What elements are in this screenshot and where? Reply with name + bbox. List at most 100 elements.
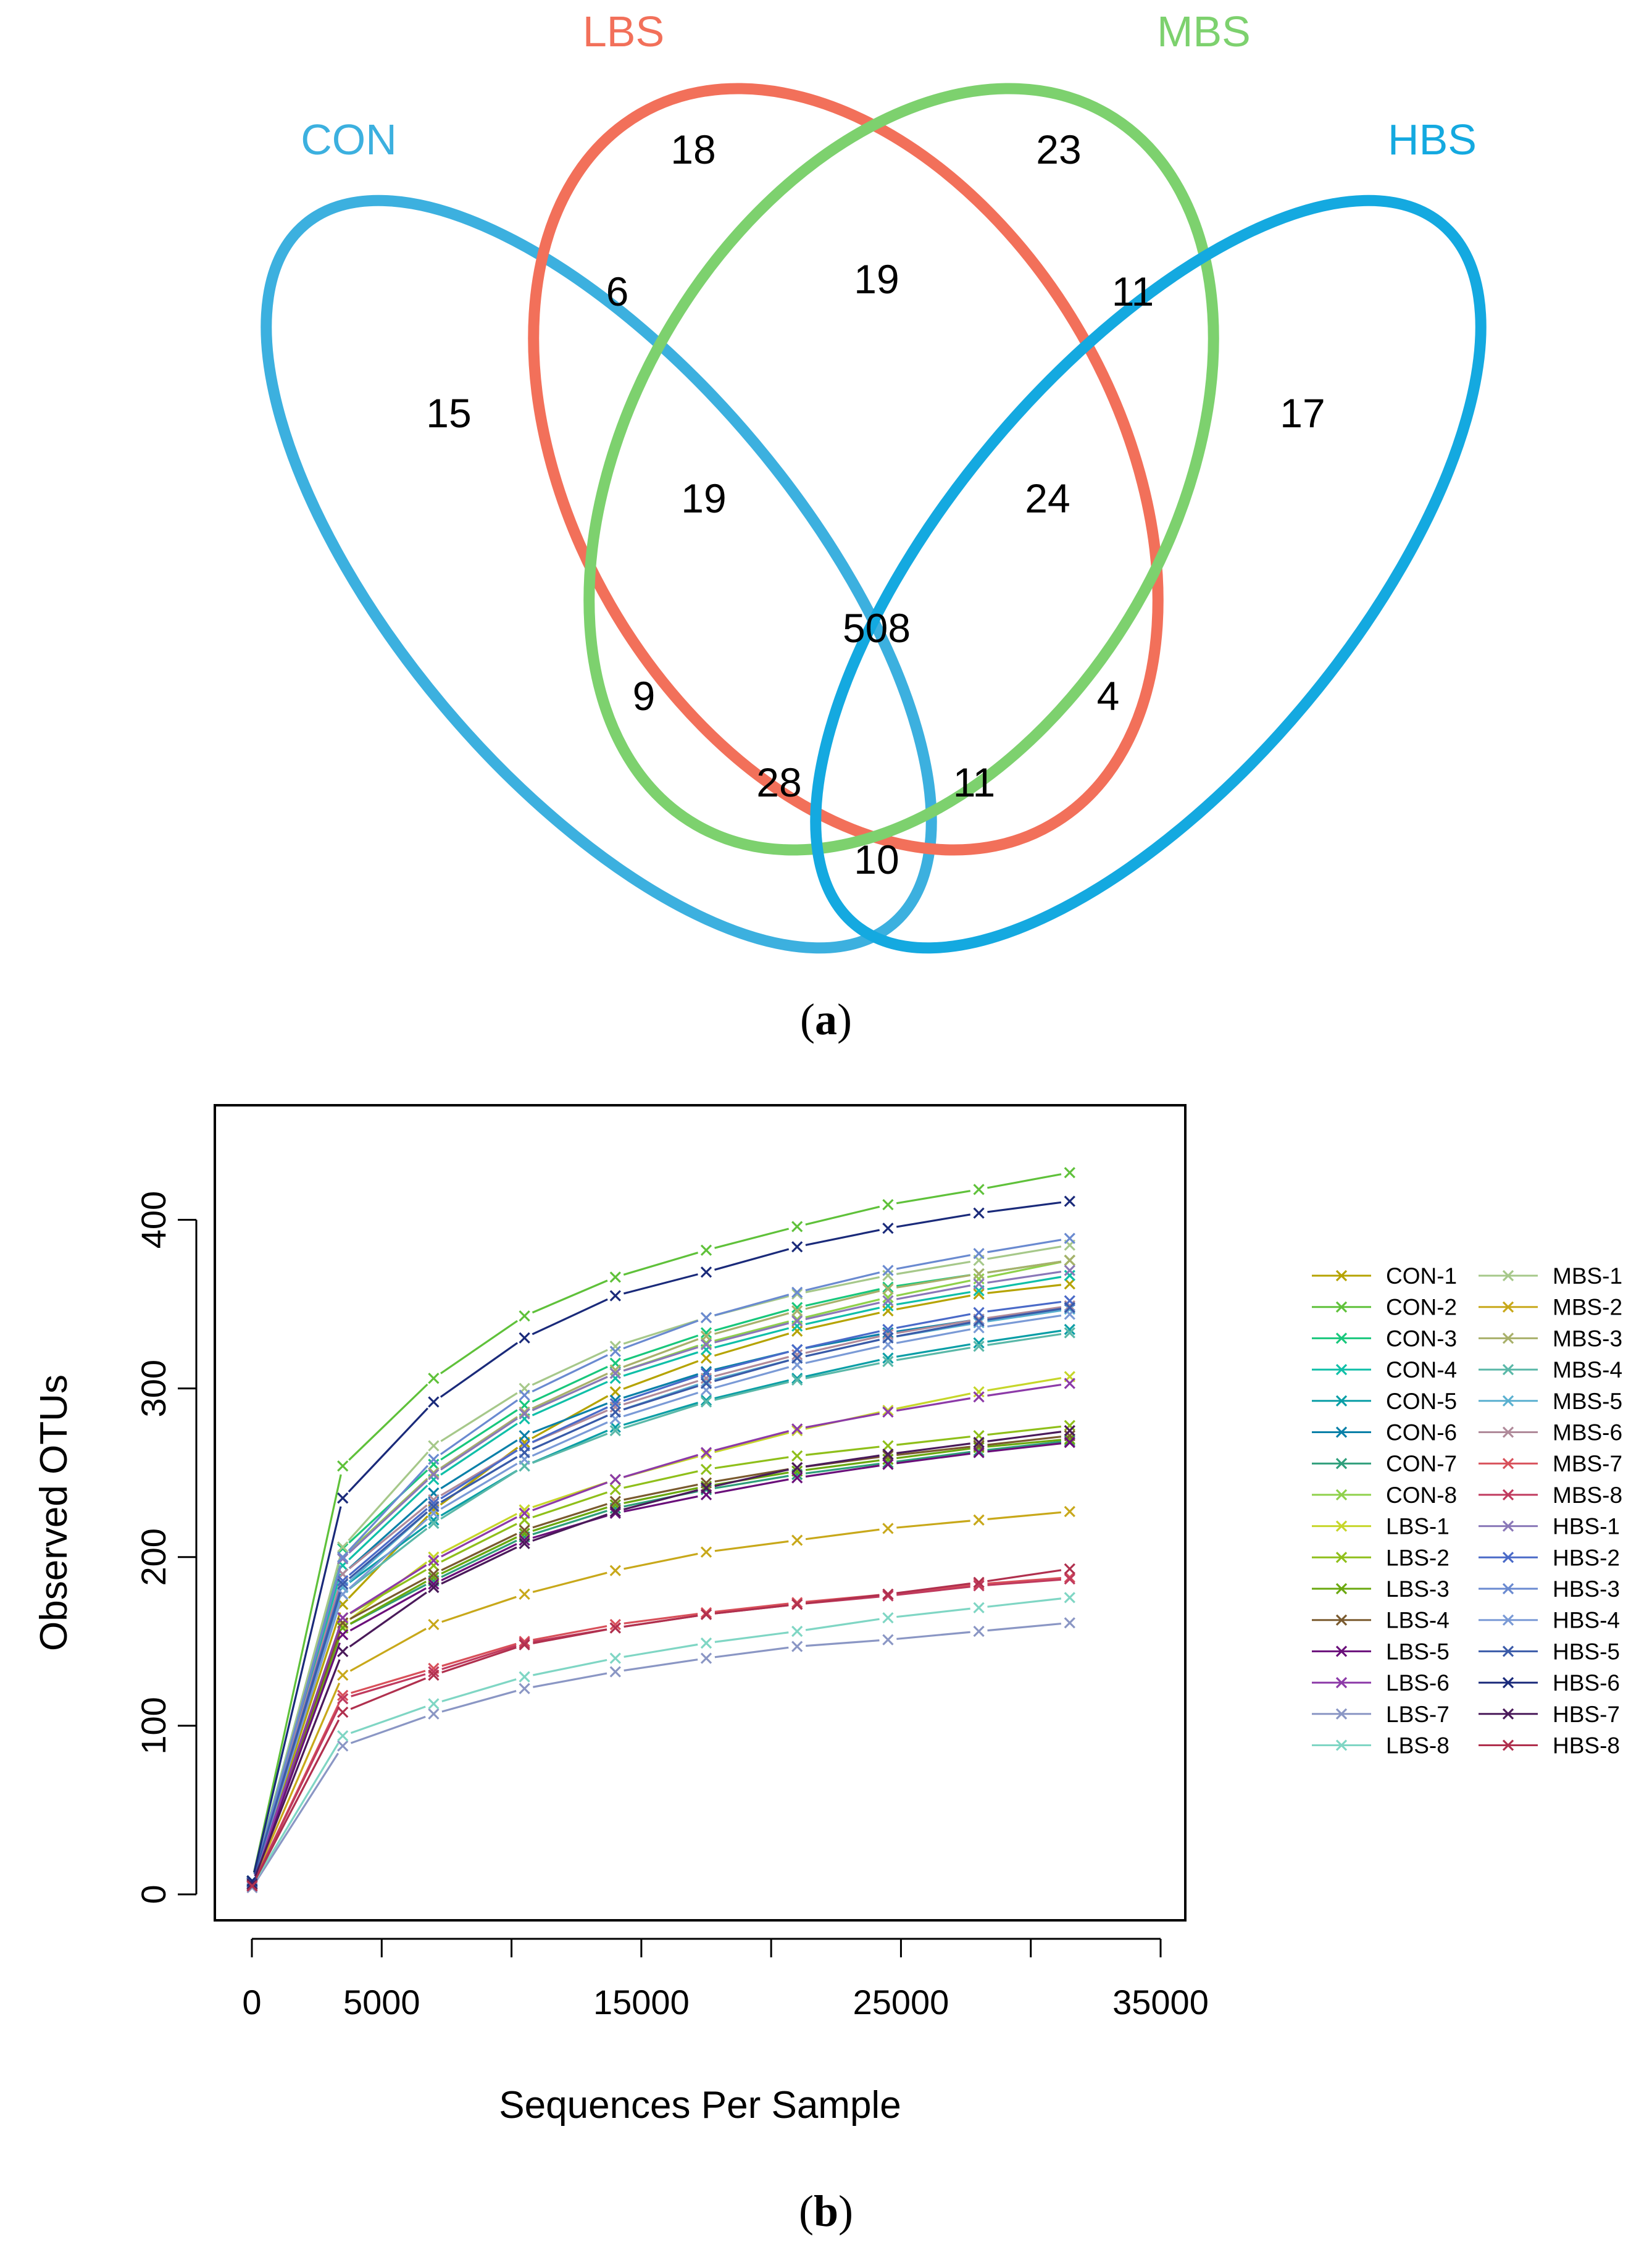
legend-marker [1502,1676,1514,1689]
data-point [700,1394,712,1406]
series-line-segment [624,1495,698,1513]
data-point [791,1325,803,1337]
data-point [1064,1436,1075,1449]
legend-marker [1335,1552,1348,1563]
data-point [337,1460,349,1472]
data-point [791,1641,803,1652]
data-point [1064,1300,1075,1311]
series-line-segment [624,1483,698,1501]
series-line-segment [987,1425,1062,1436]
series-line-segment [253,1592,341,1875]
legend-item-mbs-6: MBS-6 [1479,1420,1622,1445]
legend-marker [1502,1583,1514,1595]
data-point [700,1266,712,1278]
series-line-segment [253,1565,341,1875]
data-point [973,1341,985,1352]
data-point [337,1553,349,1565]
data-point [882,1198,894,1211]
series-line-segment [350,1715,426,1744]
series-line-segment [532,1421,608,1457]
venn-count-con-mbs-hbs: 28 [756,759,801,805]
series-line-segment [623,1319,699,1345]
series-line-segment [440,1439,518,1489]
legend-label: CON-4 [1386,1357,1457,1382]
data-point [519,1408,530,1420]
legend-label: HBS-8 [1553,1733,1620,1759]
legend-label: MBS-4 [1553,1357,1622,1382]
legend-item-con-7: CON-7 [1312,1451,1457,1476]
series-line-segment [532,1513,608,1542]
legend: CON-1 CON-2 CON-3 CON-4 CON-5 CON-6 CON-7 CON-8… [1312,1263,1622,1759]
data-point [791,1597,803,1608]
series-line-segment [805,1412,880,1429]
series-line-segment [714,1430,790,1452]
series-line-segment [440,1449,518,1500]
data-point [882,1295,894,1307]
data-point [609,1505,621,1518]
data-point [973,1278,985,1290]
data-point [973,1273,985,1285]
data-point [882,1458,894,1470]
series-line-segment [987,1576,1061,1585]
series-line-segment [349,1504,428,1570]
legend-item-hbs-7: HBS-7 [1479,1702,1620,1727]
data-point [609,1364,621,1376]
legend-label: HBS-4 [1553,1608,1620,1633]
data-point [1064,1166,1075,1179]
series-line-segment [440,1463,518,1510]
data-point [882,1265,894,1276]
data-point [973,1447,985,1458]
data-point [337,1706,349,1718]
series-line-segment [623,1392,699,1418]
series-line-segment [714,1604,789,1615]
data-point [337,1492,349,1504]
series-line-segment [896,1452,970,1465]
series-line-segment [987,1276,1062,1290]
series-line-segment [987,1201,1062,1213]
data-point [609,1565,621,1576]
series-line-segment [441,1523,517,1563]
legend-marker [1335,1708,1348,1720]
series-line-segment [348,1484,428,1560]
series-lbs-8 [246,1592,1075,1892]
legend-item-lbs-1: LBS-1 [1312,1514,1450,1539]
data-point [519,1332,530,1344]
series-line-segment [348,1518,428,1589]
data-point [882,1406,894,1418]
series-line-segment [349,1528,428,1590]
legend-label: HBS-1 [1553,1514,1620,1539]
legend-label: CON-7 [1386,1451,1457,1476]
venn-count-con-lbs-hbs: 11 [953,759,996,805]
series-line-segment [896,1397,971,1412]
venn-count-con-hbs: 10 [854,837,899,882]
data-point [428,1373,440,1384]
data-point [973,1576,985,1588]
x-axis: 0 5000 15000 25000 35000 [242,1938,1209,2022]
data-point [700,1447,712,1458]
series-line-segment [532,1354,608,1392]
series-line-segment [805,1362,880,1379]
data-point [337,1541,349,1553]
series-line-segment [987,1308,1062,1321]
venn-count-lbs-only: 18 [670,127,715,172]
legend-marker [1502,1489,1514,1501]
data-point [882,1634,894,1646]
series-line-segment [805,1229,880,1247]
data-point [428,1578,440,1590]
legend-marker [1502,1708,1514,1720]
legend-label: MBS-7 [1553,1451,1622,1476]
series-line-segment [349,1564,427,1614]
series-line-segment [714,1379,789,1400]
legend-marker [1502,1646,1514,1657]
data-point [700,1330,712,1342]
legend-label: HBS-3 [1553,1576,1620,1602]
series-line-segment [441,1690,517,1713]
data-point [791,1625,803,1638]
series-line-segment [987,1436,1062,1446]
series-line-segment [714,1294,790,1316]
series-line-segment [805,1330,880,1349]
series-line-segment [896,1190,971,1205]
series-line-segment [896,1436,970,1446]
data-point [428,1581,440,1594]
data-point [609,1495,621,1507]
